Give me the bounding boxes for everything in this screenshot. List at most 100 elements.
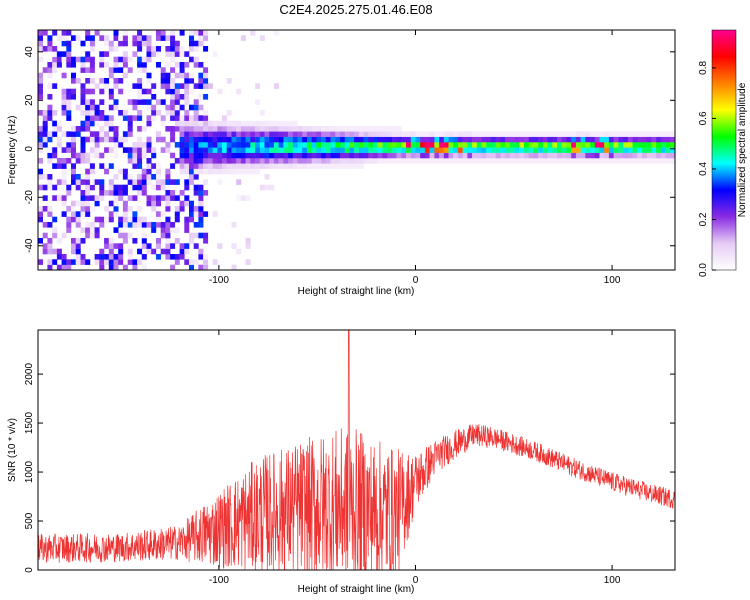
spectrogram-cell (321, 158, 327, 164)
spectrogram-cell (457, 142, 463, 148)
spectrogram-cell (170, 56, 176, 63)
spectrogram-cell (377, 142, 383, 148)
spectrogram-cell (184, 152, 190, 159)
spectrogram-cell (71, 136, 76, 143)
spectrogram-cell (646, 136, 652, 143)
spectrogram-cell (354, 158, 360, 164)
spectrogram-cell (61, 131, 67, 137)
spectrogram-cell (203, 158, 209, 164)
spectrogram-cell (236, 147, 242, 153)
spectrogram-cell (193, 158, 199, 164)
spectrogram-cell (165, 83, 171, 89)
spectrogram-cell (236, 88, 242, 95)
spectrogram-cell (108, 88, 114, 95)
spectrogram-cell (127, 216, 133, 223)
spectrogram-cell (85, 120, 91, 127)
spectrogram-cell (108, 72, 114, 79)
spectrogram-cell (184, 126, 190, 132)
spectrogram-cell (660, 158, 666, 164)
spectrogram-cell (160, 35, 166, 41)
spectrogram-cell (203, 152, 209, 159)
spectrogram-cell (71, 62, 76, 68)
spectrogram-cell (146, 120, 152, 127)
spectrogram-cell (108, 46, 114, 52)
spectrogram-cell (344, 158, 350, 164)
spectrogram-cell (269, 126, 275, 132)
spectrogram-cell (104, 83, 110, 89)
spectrogram-cell (170, 88, 176, 95)
spectrogram-cell (401, 158, 407, 164)
spectrogram-cell (113, 227, 119, 233)
spectrogram-cell (137, 136, 143, 143)
spectrogram-cell (542, 142, 548, 148)
spectrogram-cell (288, 152, 294, 159)
spectrogram-cell (141, 142, 147, 148)
spectrogram-cell (94, 30, 100, 36)
spectrogram-cell (297, 158, 303, 164)
spectrogram-cell (358, 131, 364, 137)
spectrogram-cell (613, 142, 619, 148)
spectrogram-cell (56, 163, 62, 169)
spectrogram-cell (137, 110, 143, 116)
spectrogram-cell (66, 222, 72, 228)
spectrogram-cell (184, 142, 190, 148)
spectrogram-cell (325, 158, 331, 164)
spectrogram-cell (231, 126, 237, 132)
spectrogram-cell (632, 158, 638, 164)
spectrogram-cell (193, 184, 199, 191)
spectrogram-cell (462, 142, 468, 148)
spectrogram-cell (660, 136, 666, 143)
spectrogram-cell (47, 222, 53, 228)
spectrogram-cell (146, 72, 152, 79)
spectrogram-cell (184, 131, 190, 137)
spectrogram-cell (85, 158, 91, 164)
spectrogram-cell (571, 142, 577, 148)
spectrogram-cell (146, 78, 152, 84)
spectrogram-cell (585, 136, 591, 143)
spectrogram-cell (443, 131, 449, 137)
spectrogram-cell (240, 35, 246, 41)
spectrogram-cell (273, 120, 279, 127)
spectrogram-cell (519, 152, 525, 159)
spectrogram-cell (311, 142, 317, 148)
spectrogram-cell (240, 120, 246, 127)
spectrogram-cell (552, 142, 558, 148)
spectrogram-cell (203, 211, 209, 217)
spectrogram-cell (212, 168, 218, 175)
spectrogram-cell (245, 142, 251, 148)
spectrogram-cell (156, 35, 161, 41)
spectrogram-cell (94, 120, 100, 127)
spectrogram-cell (557, 142, 562, 148)
spectrogram-cell (184, 110, 190, 116)
spectrogram-cell (113, 195, 119, 201)
spectrogram-cell (38, 142, 43, 148)
spectrogram-cell (354, 136, 360, 143)
spectrogram-cell (547, 152, 553, 159)
spectrogram-cell (189, 115, 194, 121)
spectrogram-cell (184, 51, 190, 57)
spectrogram-cell (174, 88, 180, 95)
spectrogram-cell (184, 168, 190, 175)
spectrogram-cell (38, 94, 43, 100)
spectrogram-cell (269, 152, 275, 159)
spectrogram-cell (198, 147, 204, 153)
spectrogram-cell (325, 147, 331, 153)
spectrogram-cell (325, 163, 331, 169)
spectrogram-cell (481, 131, 487, 137)
spectrogram-cell (255, 163, 261, 169)
spectrogram-cell (401, 152, 407, 159)
spectrogram-cell (212, 147, 218, 153)
x-tick-label: 0 (413, 575, 419, 586)
spectrogram-cell (231, 222, 237, 228)
spectrogram-cell (85, 232, 91, 239)
spectrogram-cell (335, 147, 341, 153)
spectrogram-cell (146, 158, 152, 164)
spectrogram-cell (179, 168, 185, 175)
spectrogram-cell (47, 136, 53, 143)
spectrogram-cell (42, 232, 48, 239)
spectrogram-cell (184, 94, 190, 100)
spectrogram-cell (396, 126, 402, 132)
spectrogram-cell (542, 131, 548, 137)
spectrogram-cell (132, 195, 138, 201)
